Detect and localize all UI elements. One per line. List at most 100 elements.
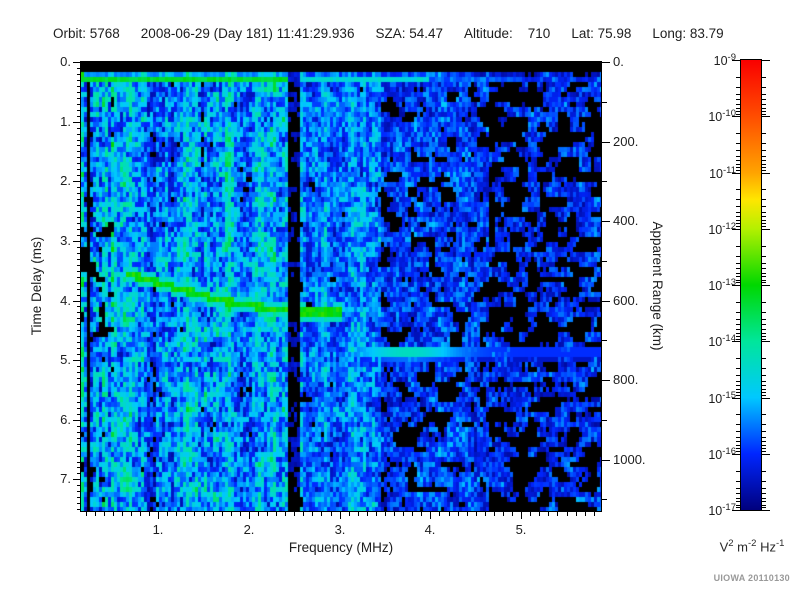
y2-major-tick [602,301,610,302]
y2-minor-tick [602,499,607,500]
colorbar-minor-tick [762,156,766,157]
colorbar-minor-tick [762,481,766,482]
colorbar-tick-label: 10-16 [708,446,736,463]
x-minor-tick [576,512,577,516]
x-minor-tick [321,512,322,516]
colorbar-minor-tick [762,111,766,112]
colorbar-minor-tick [762,375,766,376]
y2-minor-tick [602,420,607,421]
colorbar-major-tick [732,285,740,286]
x-minor-tick [567,512,568,516]
colorbar-minor-tick [762,319,766,320]
x-minor-tick [204,512,205,516]
colorbar-minor-tick [762,206,766,207]
colorbar-minor-tick [762,493,766,494]
x-minor-tick [503,512,504,516]
x-minor-tick [86,512,87,516]
y2-major-tick [602,380,610,381]
y-axis-title: Time Delay (ms) [29,236,44,336]
x-major-tick [521,512,522,519]
colorbar-minor-tick [762,448,766,449]
x-minor-tick [349,512,350,516]
colorbar-minor-tick [762,431,766,432]
colorbar-minor-tick [762,498,766,499]
colorbar-tick-label: 10-9 [713,52,736,69]
colorbar-minor-tick [762,507,766,508]
colorbar-minor-tick [762,501,766,502]
x-minor-tick [276,512,277,516]
colorbar-major-tick [762,116,770,117]
x-tick-label: 2. [243,522,255,537]
colorbar-minor-tick [762,424,766,425]
x-minor-tick [95,512,96,516]
header-segment: Long: 83.79 [652,26,724,41]
colorbar-minor-tick [762,199,766,200]
colorbar-major-tick [762,285,770,286]
colorbar-minor-tick [762,414,766,415]
colorbar-minor-tick [762,226,766,227]
colorbar [740,59,762,511]
header-segment: Orbit: 5768 [53,26,120,41]
colorbar-minor-tick [762,263,766,264]
x-minor-tick [331,512,332,516]
colorbar-minor-tick [762,451,766,452]
x-minor-tick [385,512,386,516]
header-segment: SZA: 54.47 [375,26,443,41]
colorbar-major-tick [762,60,770,61]
colorbar-major-tick [732,398,740,399]
x-minor-tick [131,512,132,516]
colorbar-minor-tick [762,471,766,472]
colorbar-minor-tick [762,164,766,165]
colorbar-minor-tick [762,133,766,134]
colorbar-minor-tick [762,488,766,489]
colorbar-major-tick [762,510,770,511]
x-minor-tick [240,512,241,516]
colorbar-minor-tick [762,358,766,359]
colorbar-minor-tick [762,329,766,330]
y2-tick-label: 0. [613,54,624,69]
x-minor-tick [467,512,468,516]
colorbar-minor-tick [762,104,766,105]
y2-tick-label: 1000. [613,452,646,467]
header-segment: 2008-06-29 (Day 181) 11:41:29.936 [140,26,355,41]
header-segment: Lat: 75.98 [571,26,632,41]
y-tick-label: 1. [60,114,71,129]
x-minor-tick [557,512,558,516]
header-segment: Altitude: 710 [464,26,551,41]
colorbar-minor-tick [762,324,766,325]
x-minor-tick [267,512,268,516]
y2-minor-tick [602,181,607,182]
colorbar-minor-tick [762,246,766,247]
x-minor-tick [104,512,105,516]
colorbar-minor-tick [762,445,766,446]
x-major-tick [158,512,159,519]
colorbar-minor-tick [762,339,766,340]
x-minor-tick [439,512,440,516]
y2-minor-tick [602,102,607,103]
x-major-tick [430,512,431,519]
colorbar-minor-tick [762,268,766,269]
colorbar-minor-tick [762,385,766,386]
colorbar-tick-label: 10-13 [708,277,736,294]
colorbar-tick-label: 10-15 [708,390,736,407]
colorbar-minor-tick [762,108,766,109]
colorbar-minor-tick [762,336,766,337]
x-minor-tick [421,512,422,516]
y2-tick-label: 200. [613,134,639,149]
colorbar-minor-tick [762,99,766,100]
colorbar-minor-tick [762,167,766,168]
x-minor-tick [594,512,595,516]
colorbar-minor-tick [762,441,766,442]
colorbar-minor-tick [762,87,766,88]
x-minor-tick [140,512,141,516]
y2-major-tick [602,460,610,461]
colorbar-minor-tick [762,94,766,95]
x-tick-label: 4. [424,522,436,537]
colorbar-major-tick [732,454,740,455]
x-minor-tick [358,512,359,516]
y2-major-tick [602,221,610,222]
x-minor-tick [113,512,114,516]
colorbar-minor-tick [762,333,766,334]
x-minor-tick [458,512,459,516]
